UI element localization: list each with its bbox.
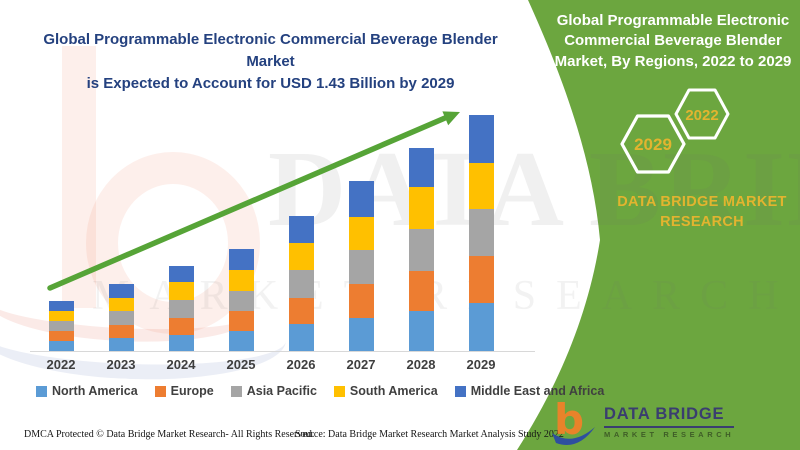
bar-segment [348,250,374,284]
bar-segment [228,249,254,270]
bar-segment [348,318,374,351]
bar-segment [288,270,314,298]
hexagon-2022 [674,88,730,140]
bar-segment [468,209,494,256]
bar-segment [108,298,134,311]
bar-segment [468,115,494,163]
bar-segment [108,338,134,351]
x-axis-label: 2029 [466,357,496,372]
svg-text:b: b [554,397,584,444]
bar-segment [108,325,134,338]
legend-label: South America [349,384,438,398]
legend-swatch [333,385,345,397]
stacked-bar-chart [30,99,535,352]
bar-segment [288,298,314,324]
x-axis-label: 2026 [286,357,316,372]
chart-legend: North America Europe Asia Pacific South Ame… [36,384,604,398]
x-axis-label: 2024 [166,357,196,372]
stacked-bar-2027 [348,181,374,351]
bar-segment [168,266,194,282]
bar-segment [48,301,74,311]
stacked-bar-2029 [468,115,494,351]
legend-swatch [230,385,242,397]
legend-item: South America [333,384,438,398]
x-axis-line [30,351,535,352]
stacked-bar-2022 [48,301,74,351]
bar-segment [48,321,74,331]
legend-item: Middle East and Africa [454,384,605,398]
legend-label: Asia Pacific [246,384,317,398]
bar-segment [348,217,374,250]
stacked-bar-2028 [408,148,434,351]
bar-segment [228,331,254,351]
bar-segment [288,324,314,351]
bar-segment [348,181,374,217]
brand-name-text: DATA BRIDGE MARKET RESEARCH [617,194,787,231]
bar-segment [48,341,74,351]
dmca-notice: DMCA Protected © Data Bridge Market Rese… [24,429,315,440]
stacked-bar-2025 [228,249,254,351]
page-title-line1: Global Programmable Electronic Commercia… [43,31,498,70]
bar-segment [168,300,194,318]
stacked-bar-2026 [288,216,314,351]
legend-swatch [454,385,466,397]
side-panel-title: Global Programmable Electronic Commercia… [554,12,792,70]
hexagon-2029 [620,114,686,174]
bar-segment [408,148,434,187]
legend-item: North America [36,384,138,398]
bar-segment [408,187,434,229]
bar-segment [348,284,374,318]
bar-segment [48,311,74,321]
hexagon-2029-label: 2029 [634,135,672,154]
x-axis-label: 2028 [406,357,436,372]
legend-label: North America [52,384,138,398]
legend-swatch [154,385,166,397]
stacked-bar-2023 [108,284,134,351]
x-axis-labels: 2022 2023 2024 2025 2026 2027 2028 2029 [30,357,535,375]
bar-segment [468,163,494,209]
bar-segment [108,284,134,298]
legend-label: Middle East and Africa [470,384,605,398]
logo-title: DATA BRIDGE [604,405,735,428]
bar-segment [408,229,434,271]
x-axis-label: 2027 [346,357,376,372]
x-axis-label: 2025 [226,357,256,372]
bar-segment [288,216,314,243]
bar-segment [228,291,254,311]
page-title-line2: is Expected to Account for USD 1.43 Bill… [86,74,455,92]
legend-label: Europe [170,384,214,398]
bar-segment [408,271,434,311]
bar-segment [408,311,434,351]
company-logo: b DATA BRIDGE MARKET RESEARCH [552,397,735,447]
logo-subtitle: MARKET RESEARCH [604,430,735,439]
year-hexagons: 2029 2022 [620,88,730,174]
x-axis-label: 2023 [106,357,136,372]
bar-segment [48,331,74,341]
bar-segment [168,282,194,300]
source-note: Source: Data Bridge Market Research Mark… [295,429,564,440]
hexagon-2022-label: 2022 [685,107,718,124]
bar-segment [468,303,494,351]
bar-segment [108,311,134,325]
legend-item: Europe [154,384,214,398]
bar-segment [228,270,254,291]
data-bridge-logo-icon: b [552,397,595,445]
bar-segment [168,335,194,351]
stacked-bar-2024 [168,266,194,351]
x-axis-label: 2022 [46,357,76,372]
bar-segment [228,311,254,331]
bar-segment [468,256,494,303]
bar-segment [288,243,314,270]
bar-segment [168,318,194,335]
page-title: Global Programmable Electronic Commercia… [18,29,523,94]
legend-item: Asia Pacific [230,384,317,398]
legend-swatch [36,385,47,397]
